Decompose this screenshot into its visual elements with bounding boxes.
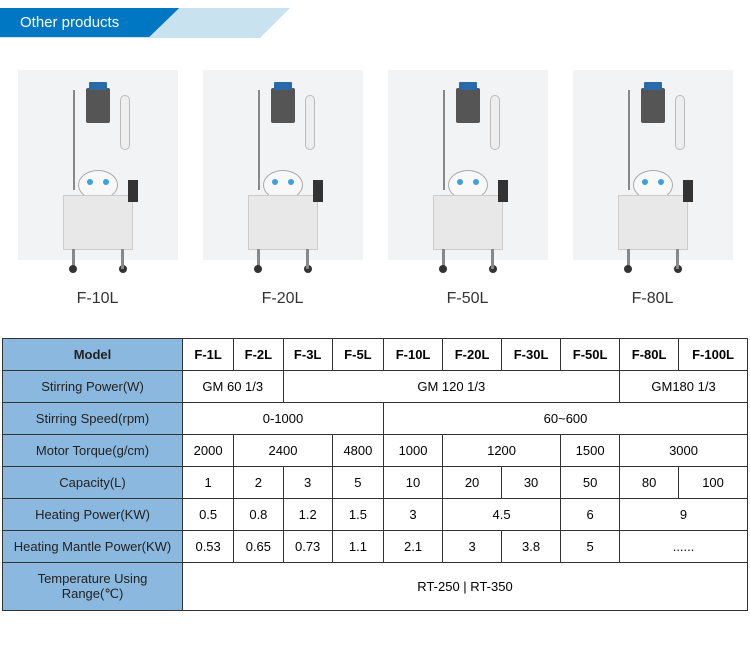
table-row: Stirring Power(W)GM 60 1/3GM 120 1/3GM18… — [3, 371, 748, 403]
spec-cell: 80 — [620, 467, 679, 499]
table-row: Temperature Using Range(℃)RT-250 | RT-35… — [3, 563, 748, 611]
header-title: Other products — [0, 8, 179, 37]
product-card: F-20L — [198, 70, 368, 308]
spec-cell: 0.65 — [234, 531, 283, 563]
spec-cell: GM 120 1/3 — [283, 371, 620, 403]
spec-cell: GM 60 1/3 — [183, 371, 284, 403]
spec-cell: 2400 — [234, 435, 333, 467]
spec-cell: RT-250 | RT-350 — [183, 563, 748, 611]
row-label: Stirring Power(W) — [3, 371, 183, 403]
row-label: Temperature Using Range(℃) — [3, 563, 183, 611]
model-col: F-3L — [283, 339, 332, 371]
spec-cell: 9 — [620, 499, 748, 531]
spec-cell: 1.5 — [332, 499, 383, 531]
spec-cell: 30 — [502, 467, 561, 499]
spec-table: Model F-1LF-2LF-3LF-5LF-10LF-20LF-30LF-5… — [2, 338, 748, 611]
product-label: F-20L — [198, 290, 368, 308]
model-col: F-20L — [443, 339, 502, 371]
product-image — [18, 70, 178, 260]
spec-cell: 50 — [561, 467, 620, 499]
model-col: F-100L — [679, 339, 748, 371]
spec-cell: 0-1000 — [183, 403, 384, 435]
spec-cell: 20 — [443, 467, 502, 499]
spec-cell: 3000 — [620, 435, 748, 467]
row-label: Heating Power(KW) — [3, 499, 183, 531]
spec-cell: 4.5 — [443, 499, 561, 531]
model-col: F-10L — [384, 339, 443, 371]
spec-cell: 1200 — [443, 435, 561, 467]
product-image — [388, 70, 548, 260]
model-header: Model — [3, 339, 183, 371]
spec-cell: GM180 1/3 — [620, 371, 748, 403]
spec-cell: 1000 — [384, 435, 443, 467]
spec-cell: 2 — [234, 467, 283, 499]
product-label: F-50L — [383, 290, 553, 308]
row-label: Motor Torque(g/cm) — [3, 435, 183, 467]
spec-cell: 5 — [561, 531, 620, 563]
product-card: F-10L — [13, 70, 183, 308]
spec-cell: 4800 — [332, 435, 383, 467]
spec-cell: 2000 — [183, 435, 234, 467]
model-col: F-50L — [561, 339, 620, 371]
table-row: Motor Torque(g/cm)2000240048001000120015… — [3, 435, 748, 467]
product-label: F-10L — [13, 290, 183, 308]
spec-cell: 3 — [443, 531, 502, 563]
product-image — [573, 70, 733, 260]
spec-cell: 0.5 — [183, 499, 234, 531]
spec-cell: 1 — [183, 467, 234, 499]
model-col: F-30L — [502, 339, 561, 371]
spec-cell: 0.8 — [234, 499, 283, 531]
model-col: F-1L — [183, 339, 234, 371]
table-row: Heating Mantle Power(KW)0.530.650.731.12… — [3, 531, 748, 563]
spec-cell: 1.1 — [332, 531, 383, 563]
spec-cell: 6 — [561, 499, 620, 531]
spec-cell: 0.73 — [283, 531, 332, 563]
spec-cell: 10 — [384, 467, 443, 499]
spec-cell: 1.2 — [283, 499, 332, 531]
row-label: Heating Mantle Power(KW) — [3, 531, 183, 563]
table-header-row: Model F-1LF-2LF-3LF-5LF-10LF-20LF-30LF-5… — [3, 339, 748, 371]
spec-cell: 3 — [384, 499, 443, 531]
table-row: Stirring Speed(rpm)0-100060~600 — [3, 403, 748, 435]
spec-cell: ...... — [620, 531, 748, 563]
spec-cell: 60~600 — [384, 403, 748, 435]
model-col: F-80L — [620, 339, 679, 371]
product-label: F-80L — [568, 290, 738, 308]
model-col: F-5L — [332, 339, 383, 371]
spec-cell: 0.53 — [183, 531, 234, 563]
row-label: Capacity(L) — [3, 467, 183, 499]
section-header: Other products — [0, 8, 750, 40]
model-col: F-2L — [234, 339, 283, 371]
spec-cell: 1500 — [561, 435, 620, 467]
spec-cell: 5 — [332, 467, 383, 499]
product-image — [203, 70, 363, 260]
spec-cell: 3.8 — [502, 531, 561, 563]
spec-cell: 3 — [283, 467, 332, 499]
product-card: F-50L — [383, 70, 553, 308]
spec-cell: 100 — [679, 467, 748, 499]
spec-cell: 2.1 — [384, 531, 443, 563]
product-card: F-80L — [568, 70, 738, 308]
table-row: Heating Power(KW)0.50.81.21.534.569 — [3, 499, 748, 531]
products-row: F-10L F-20L F-50L F-80L — [0, 40, 750, 318]
row-label: Stirring Speed(rpm) — [3, 403, 183, 435]
table-row: Capacity(L)12351020305080100 — [3, 467, 748, 499]
